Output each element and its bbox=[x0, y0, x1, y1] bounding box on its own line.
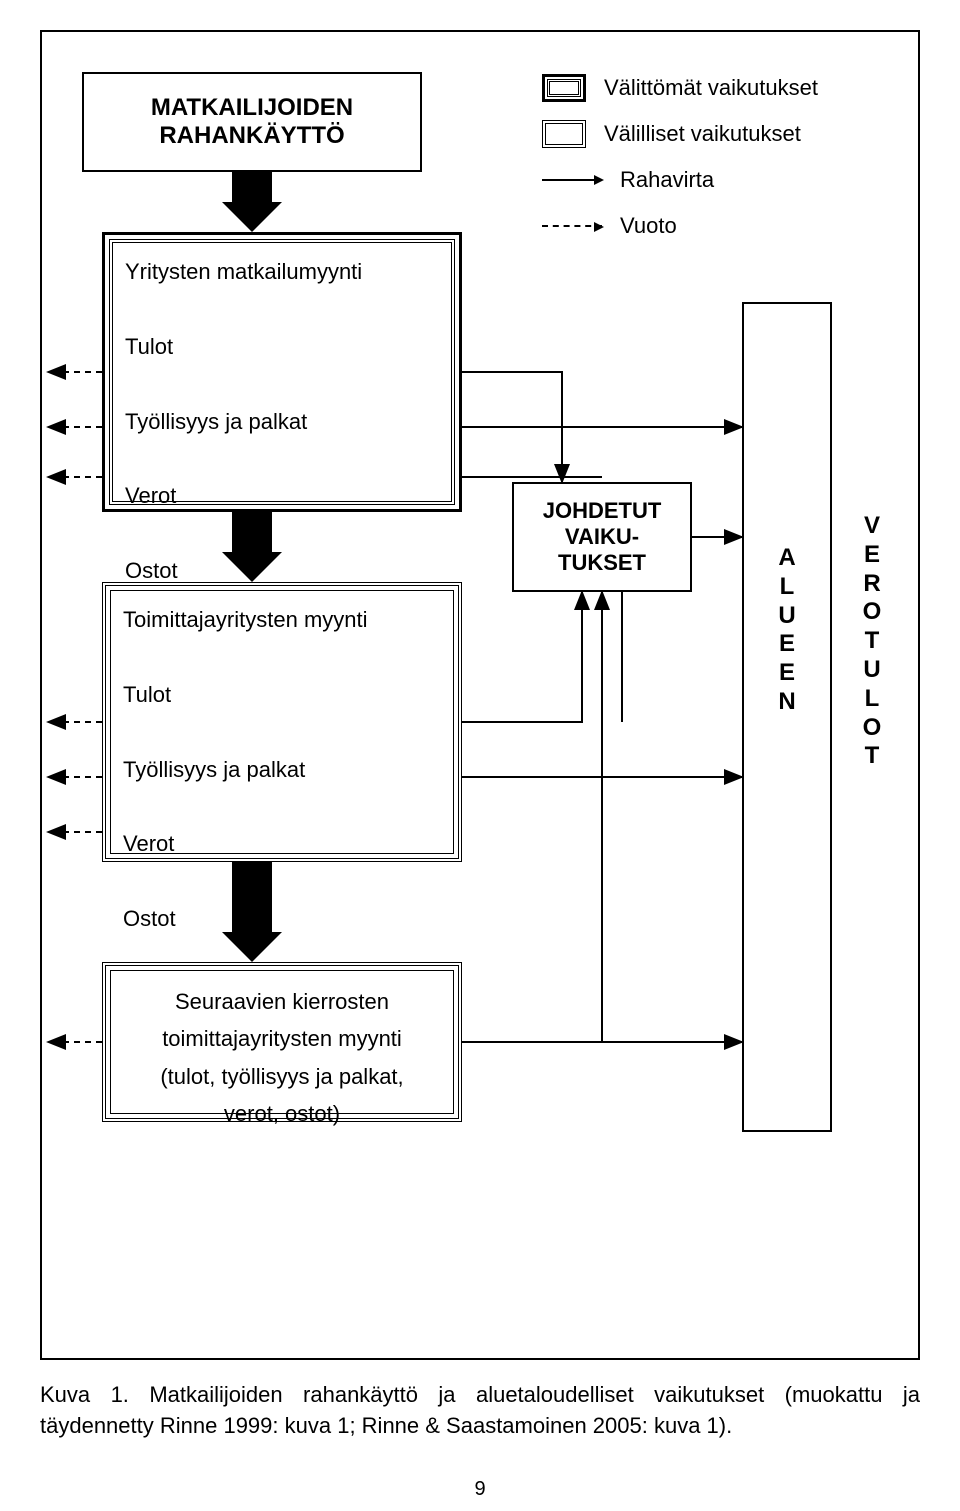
derived-line3: TUKSET bbox=[524, 550, 680, 576]
title-line2: RAHANKÄYTTÖ bbox=[84, 122, 420, 150]
box2-line1: Toimittajayritysten myynti bbox=[123, 601, 441, 638]
derived-effects-box: JOHDETUT VAIKU- TUKSET bbox=[512, 482, 692, 592]
derived-line2: VAIKU- bbox=[524, 524, 680, 550]
box3-line3: (tulot, työllisyys ja palkat, bbox=[123, 1058, 441, 1095]
box1-line2: Tulot bbox=[125, 328, 439, 365]
box2-line2: Tulot bbox=[123, 676, 441, 713]
alueen-label: ALUEEN bbox=[744, 544, 830, 717]
double-border-swatch bbox=[542, 120, 586, 148]
box3-line2: toimittajayritysten myynti bbox=[123, 1020, 441, 1057]
subsequent-rounds-box: Seuraavien kierrosten toimittajayrityste… bbox=[102, 962, 462, 1122]
title-box: MATKAILIJOIDEN RAHANKÄYTTÖ bbox=[82, 72, 422, 172]
indirect-effects-box: Toimittajayritysten myynti Tulot Työllis… bbox=[102, 582, 462, 862]
legend-indirect: Välilliset vaikutukset bbox=[542, 118, 818, 150]
title-line1: MATKAILIJOIDEN bbox=[84, 94, 420, 122]
box2-line5: Ostot bbox=[123, 900, 441, 937]
triple-border-swatch bbox=[542, 74, 586, 102]
diagram-frame: MATKAILIJOIDEN RAHANKÄYTTÖ Välittömät va… bbox=[40, 30, 920, 1360]
verotulot-label: VEROTULOT bbox=[852, 512, 892, 771]
box2-line4: Verot bbox=[123, 825, 441, 862]
block-arrow-2 bbox=[222, 512, 282, 582]
box2-line3: Työllisyys ja palkat bbox=[123, 751, 441, 788]
page-number: 9 bbox=[0, 1478, 960, 1501]
figure-caption: Kuva 1. Matkailijoiden rahankäyttö ja al… bbox=[40, 1380, 920, 1442]
box1-line3: Työllisyys ja palkat bbox=[125, 403, 439, 440]
legend-indirect-label: Välilliset vaikutukset bbox=[604, 121, 801, 147]
legend-leak-label: Vuoto bbox=[620, 213, 677, 239]
solid-arrow-swatch bbox=[542, 179, 602, 181]
box1-line1: Yritysten matkailumyynti bbox=[125, 253, 439, 290]
derived-line1: JOHDETUT bbox=[524, 498, 680, 524]
legend: Välittömät vaikutukset Välilliset vaikut… bbox=[542, 72, 818, 256]
direct-effects-box: Yritysten matkailumyynti Tulot Työllisyy… bbox=[102, 232, 462, 512]
block-arrow-3 bbox=[222, 862, 282, 962]
legend-moneyflow-label: Rahavirta bbox=[620, 167, 714, 193]
legend-moneyflow: Rahavirta bbox=[542, 164, 818, 196]
dashed-arrow-swatch bbox=[542, 225, 602, 227]
box3-line1: Seuraavien kierrosten bbox=[123, 983, 441, 1020]
alueen-box: ALUEEN bbox=[742, 302, 832, 1132]
box1-line4: Verot bbox=[125, 477, 439, 514]
legend-leak: Vuoto bbox=[542, 210, 818, 242]
block-arrow-1 bbox=[222, 172, 282, 232]
box3-line4: verot, ostot) bbox=[123, 1095, 441, 1132]
legend-direct: Välittömät vaikutukset bbox=[542, 72, 818, 104]
legend-direct-label: Välittömät vaikutukset bbox=[604, 75, 818, 101]
